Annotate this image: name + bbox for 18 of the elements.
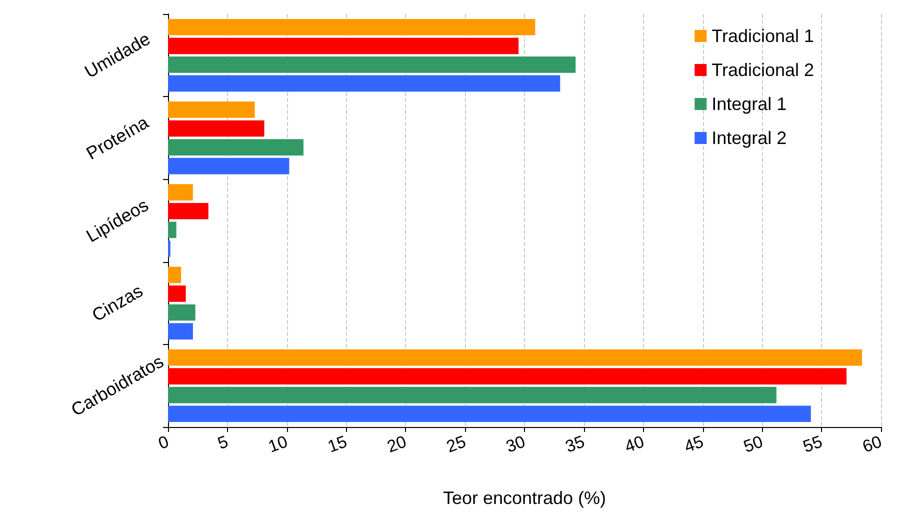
x-tick-label: 20	[384, 432, 409, 456]
x-tick-label: 50	[741, 432, 766, 456]
legend-label: Tradicional 1	[712, 26, 814, 46]
x-tick-label: 40	[622, 432, 647, 456]
x-tick-label: 45	[682, 432, 706, 456]
x-tick-label: 30	[503, 432, 528, 456]
x-tick-label: 25	[444, 432, 468, 456]
legend-label: Integral 2	[712, 128, 787, 148]
x-tick-label: 15	[325, 432, 350, 456]
x-tick-label: 10	[266, 432, 290, 456]
legend-label: Integral 1	[712, 94, 787, 114]
legend-label: Tradicional 2	[712, 60, 814, 80]
x-tick-label: 0	[156, 432, 172, 454]
x-axis-title: Teor encontrado (%)	[442, 488, 606, 508]
x-tick-label: 5	[215, 432, 231, 454]
x-tick-label: 35	[562, 432, 588, 456]
x-tick-label: 55	[800, 432, 825, 456]
x-tick-label: 60	[860, 432, 884, 456]
